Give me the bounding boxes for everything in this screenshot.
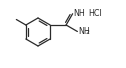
Text: HCl: HCl <box>88 8 102 17</box>
Text: 2: 2 <box>85 30 89 35</box>
Text: NH: NH <box>73 9 85 18</box>
Text: NH: NH <box>78 27 90 35</box>
